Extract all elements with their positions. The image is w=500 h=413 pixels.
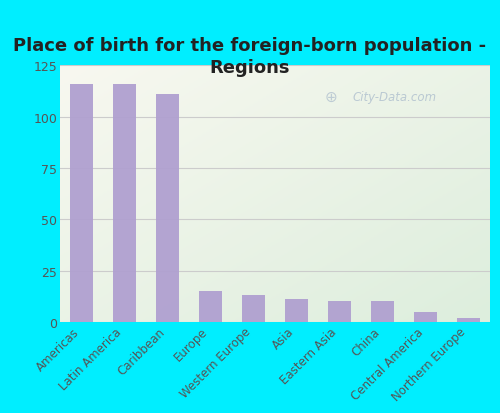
Bar (198, 292, 222, 322)
Bar (456, 318, 480, 322)
Bar (70, 85, 94, 322)
Bar (242, 296, 266, 322)
Bar (112, 85, 136, 322)
Bar (414, 312, 438, 322)
Bar (284, 299, 308, 322)
Text: Place of birth for the foreign-born population -
Regions: Place of birth for the foreign-born popu… (14, 37, 486, 77)
Bar (370, 301, 394, 322)
Text: ⊕: ⊕ (324, 89, 337, 104)
Bar (328, 301, 351, 322)
Bar (156, 95, 180, 322)
Text: City-Data.com: City-Data.com (352, 90, 436, 103)
